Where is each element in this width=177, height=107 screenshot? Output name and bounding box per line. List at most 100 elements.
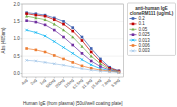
legend-entry: 0.006 [129, 43, 150, 48]
marker [35, 14, 38, 17]
marker [99, 58, 102, 61]
marker [81, 36, 84, 39]
marker [44, 18, 47, 21]
marker [25, 59, 28, 62]
marker [53, 23, 56, 26]
legend-label: 0.2 [138, 16, 145, 21]
legend-label: 0.006 [138, 43, 150, 48]
marker [25, 47, 28, 50]
marker [90, 51, 93, 54]
grid-line [22, 73, 123, 74]
x-axis-label: Human IgE (from plasma) [50ul/well coati… [23, 101, 123, 106]
marker [99, 70, 102, 73]
y-axis: 0.00.51.01.52.0 [13, 2, 123, 77]
series [25, 11, 120, 72]
series [25, 47, 120, 73]
x-tick [109, 77, 110, 79]
marker [53, 40, 56, 43]
marker [44, 35, 47, 38]
x-tick [54, 77, 55, 79]
legend: anti-human IgEcloneRM111 (ug/mL)0.20.10.… [127, 3, 175, 55]
marker [44, 24, 47, 27]
marker [81, 39, 84, 42]
marker [71, 30, 74, 33]
legend-entry: 0.2 [129, 16, 145, 21]
marker [53, 29, 56, 32]
legend-entry: 0.025 [129, 32, 150, 37]
marker [44, 15, 47, 18]
marker [62, 20, 65, 23]
marker [25, 15, 28, 18]
marker [90, 64, 93, 67]
legend-marker [131, 28, 134, 31]
marker [62, 29, 65, 32]
series [25, 59, 120, 74]
y-tick-label: 2.0 [13, 2, 20, 7]
legend-title-line: cloneRM111 (ug/mL) [130, 11, 174, 16]
marker [62, 46, 65, 49]
legend-label: 0.003 [138, 48, 150, 53]
legend-swatch [129, 50, 136, 51]
x-tick-label: 7.8ng [101, 78, 112, 89]
x-tick [45, 77, 46, 79]
legend-label: 0.025 [138, 32, 150, 37]
x-axis: 4ug2ug1ug500ng250ng125ng62.5ng31.3ng15.6… [20, 77, 121, 90]
x-tick-label: 2ug [29, 78, 37, 86]
marker [44, 51, 47, 54]
legend-label: 0.013 [138, 38, 150, 43]
series-line [27, 30, 119, 72]
grid-line [22, 21, 123, 22]
y-tick-label: 0.5 [13, 54, 20, 59]
legend-marker [132, 17, 135, 20]
marker [90, 60, 93, 63]
marker [71, 66, 74, 69]
legend-label: 0.05 [138, 27, 147, 32]
marker [35, 60, 38, 63]
legend-swatch [129, 18, 136, 19]
marker [90, 47, 93, 50]
series-line [27, 48, 119, 72]
legend-label: 0.1 [138, 21, 145, 26]
marker [90, 55, 93, 58]
y-tick-label: 1.5 [13, 19, 20, 24]
plot-data [25, 11, 120, 73]
series-line [27, 14, 119, 71]
legend-marker [132, 50, 135, 53]
marker [71, 52, 74, 55]
marker [81, 65, 84, 68]
x-tick-label: 4ug [20, 78, 28, 86]
marker [35, 31, 38, 34]
x-tick [118, 77, 119, 79]
chart: 0.00.51.01.52.04ug2ug1ug500ng250ng125ng6… [0, 0, 177, 107]
x-tick [26, 77, 27, 79]
marker [62, 64, 65, 67]
marker [35, 49, 38, 52]
legend-marker [132, 44, 135, 47]
grid-line [22, 56, 123, 57]
marker [71, 44, 74, 47]
legend-title-line: anti-human IgE [135, 6, 168, 11]
grid-line [22, 38, 123, 39]
marker [34, 16, 37, 19]
x-tick [63, 77, 64, 79]
legend-frame [127, 3, 175, 55]
marker [62, 36, 65, 39]
marker [35, 21, 38, 24]
legend-swatch [129, 45, 136, 46]
x-tick [81, 77, 82, 79]
series [25, 12, 120, 72]
marker [62, 58, 65, 61]
marker [81, 58, 84, 61]
series-line [27, 60, 119, 72]
marker [81, 67, 84, 70]
legend-entry: 0.013 [129, 38, 150, 43]
marker [71, 61, 74, 64]
marker [81, 52, 84, 55]
x-tick [100, 77, 101, 79]
series [25, 15, 120, 73]
marker [71, 35, 74, 38]
marker [71, 26, 74, 29]
legend-swatch [129, 40, 136, 41]
marker [62, 23, 65, 26]
legend-swatch [129, 23, 136, 24]
